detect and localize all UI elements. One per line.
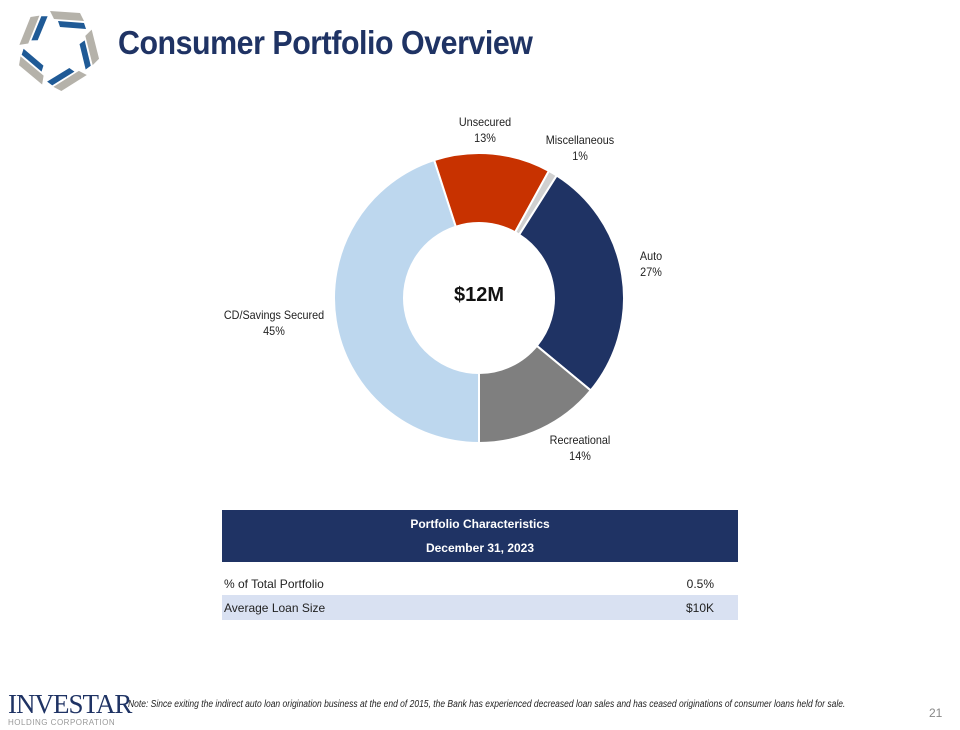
label-auto: Auto 27% [639, 249, 663, 279]
center-total-label: $12M [453, 284, 505, 306]
company-logo-icon [13, 10, 103, 94]
page-number: 21 [929, 706, 943, 720]
portfolio-characteristics-table: Portfolio Characteristics December 31, 2… [222, 510, 738, 620]
label-cd-savings: CD/Savings Secured 45% [223, 308, 325, 338]
slice-cd-savings-secured [333, 158, 480, 445]
footer-logo: INVESTAR HOLDING CORPORATION [8, 689, 132, 727]
label-unsecured: Unsecured 13% [458, 115, 512, 145]
footnote: Note: Since exiting the indirect auto lo… [128, 699, 846, 710]
slice-auto [517, 174, 625, 392]
table-row: Average Loan Size $10K [222, 595, 738, 620]
label-miscellaneous: Miscellaneous 1% [545, 133, 615, 163]
table-header: Portfolio Characteristics December 31, 2… [222, 510, 738, 562]
label-recreational: Recreational 14% [549, 433, 611, 463]
page-title: Consumer Portfolio Overview [118, 24, 533, 61]
slice-recreational [478, 344, 593, 445]
table-row: % of Total Portfolio 0.5% [224, 576, 714, 591]
